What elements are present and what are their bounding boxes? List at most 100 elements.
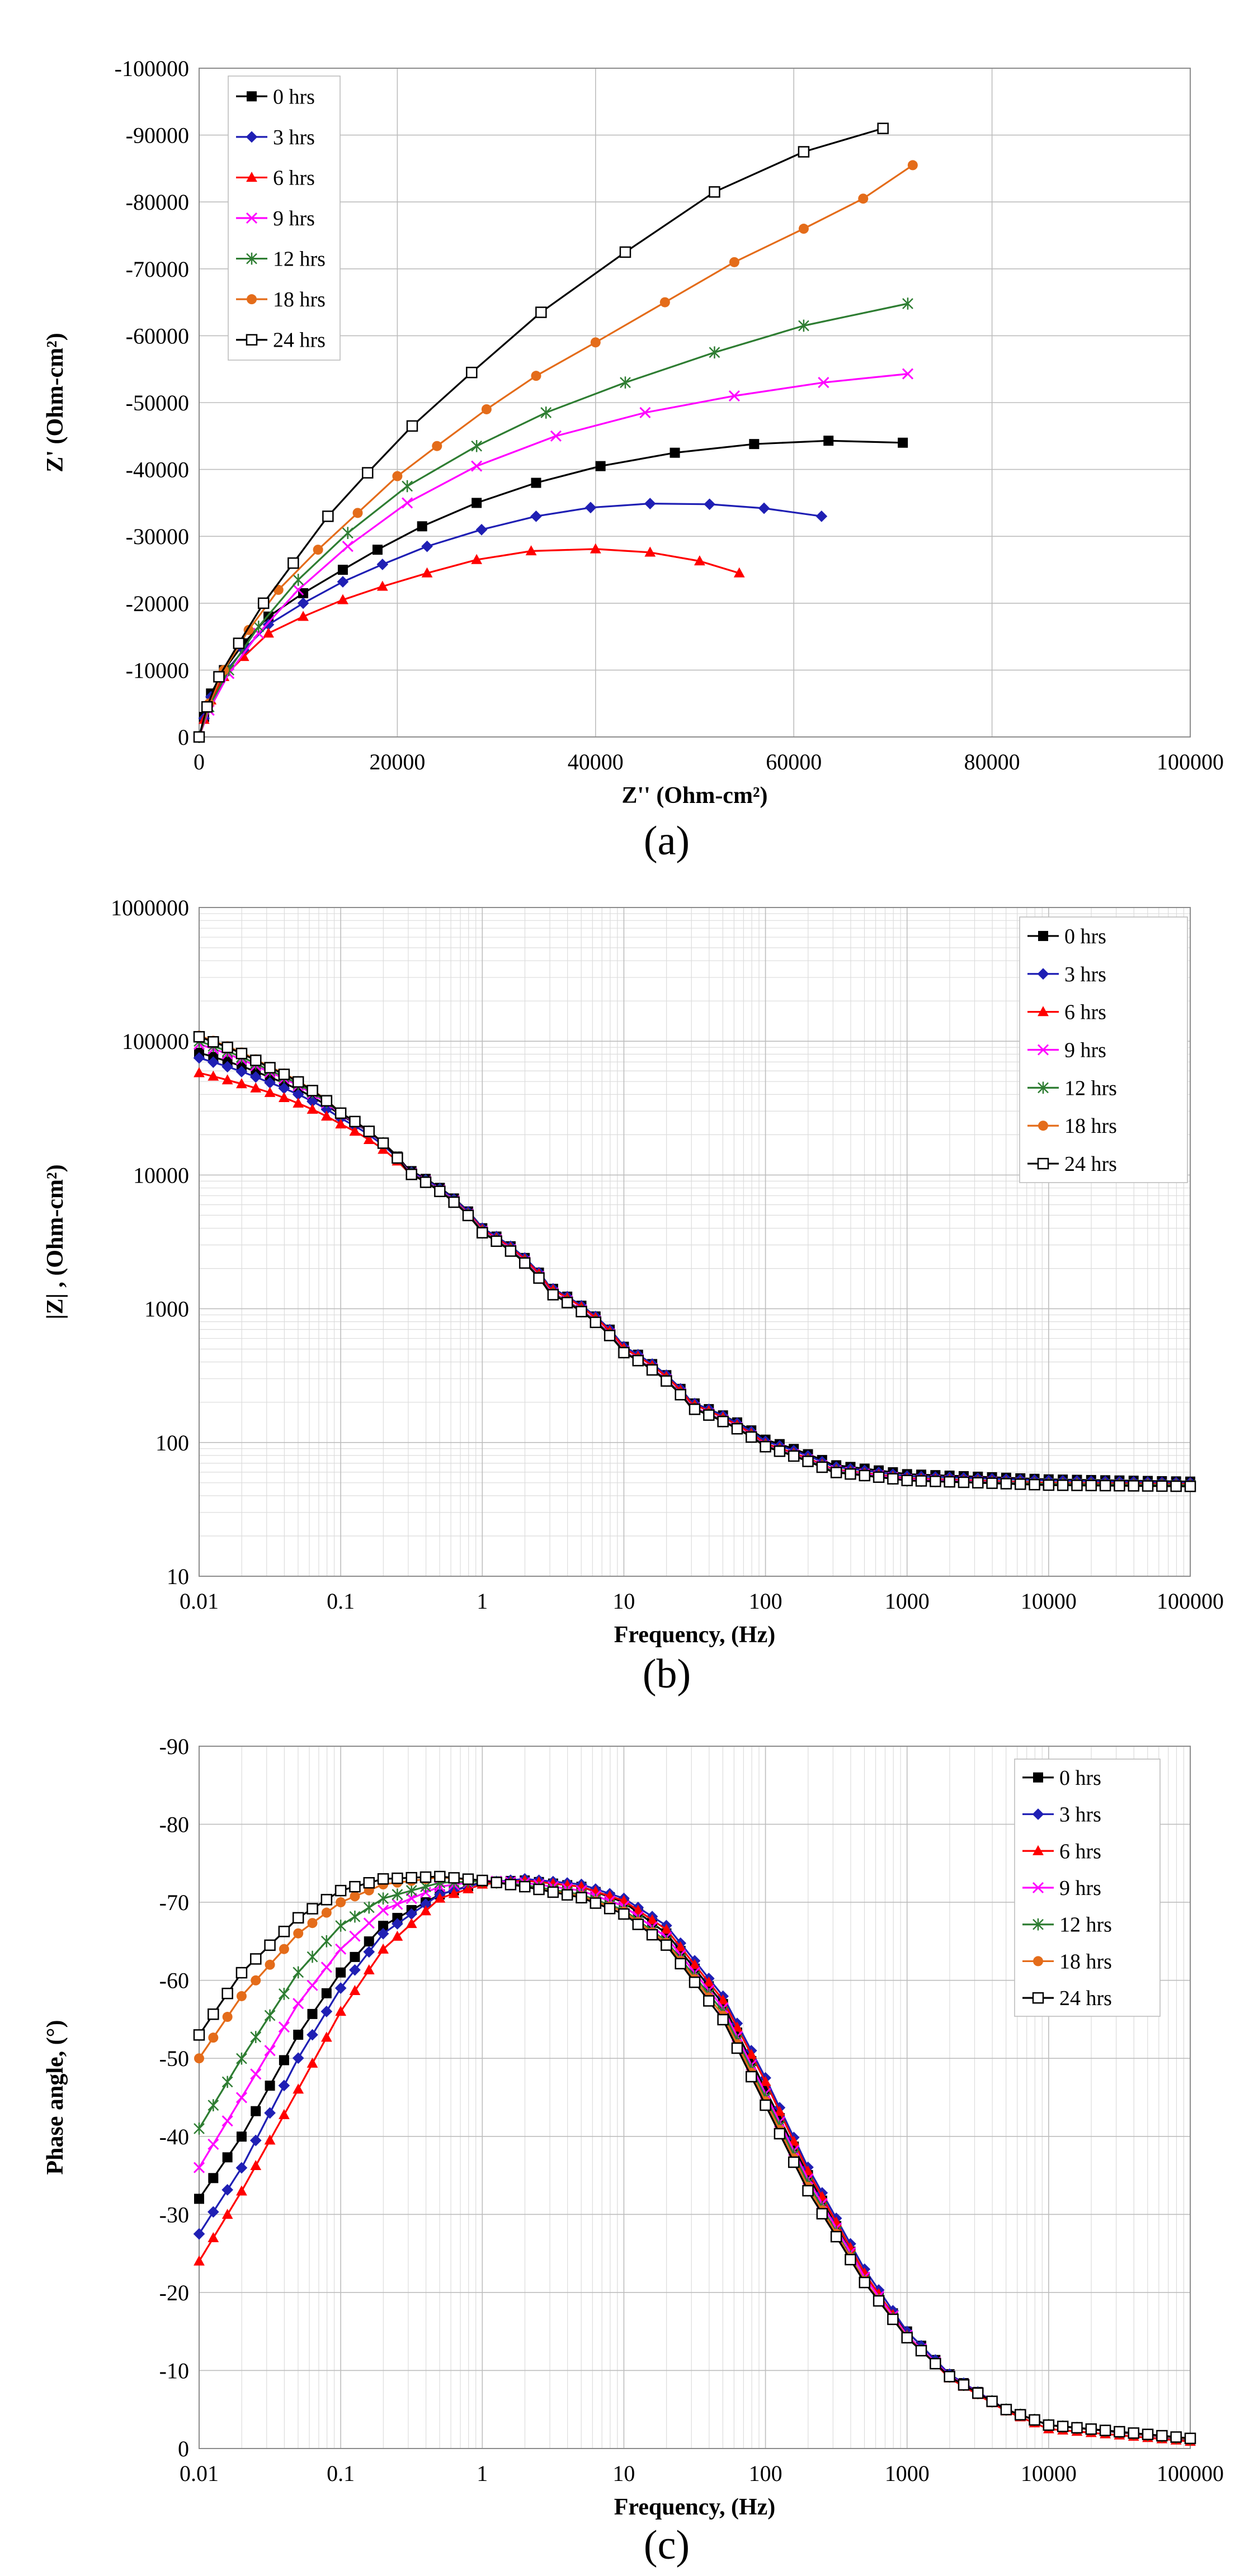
data-point — [830, 1467, 842, 1478]
data-point — [363, 1946, 375, 1958]
legend-marker — [1038, 1006, 1049, 1017]
data-point — [334, 1884, 347, 1897]
legend-item: 6 hrs — [1027, 1001, 1106, 1024]
legend-item: 24 hrs — [1027, 1152, 1117, 1176]
data-point — [342, 541, 353, 552]
data-point — [902, 368, 914, 380]
data-point — [746, 1431, 757, 1443]
data-point — [689, 1976, 701, 1988]
data-point — [675, 1958, 686, 1970]
data-point — [561, 1889, 573, 1901]
data-point — [760, 2076, 771, 2086]
legend-item: 3 hrs — [236, 126, 315, 149]
data-point — [472, 498, 482, 508]
data-point — [818, 377, 829, 389]
data-point — [619, 246, 631, 258]
data-point — [363, 1964, 375, 1974]
data-point — [823, 436, 834, 446]
data-point — [297, 597, 309, 609]
y-tick-label: -80000 — [126, 190, 189, 215]
data-point — [547, 1289, 559, 1301]
data-point — [378, 1892, 389, 1905]
data-point — [1057, 1480, 1069, 1491]
x-tick-label: 0.01 — [180, 1589, 219, 1614]
x-tick-label: 10000 — [1021, 1589, 1077, 1614]
data-point — [902, 297, 913, 310]
data-point — [703, 1976, 715, 1987]
y-tick-label: 0 — [178, 2436, 189, 2461]
data-point — [858, 193, 869, 204]
series-24-hrs — [193, 1870, 1196, 2445]
data-point — [250, 2031, 262, 2043]
data-point — [233, 637, 245, 649]
data-point — [361, 467, 374, 479]
data-point — [675, 1941, 686, 1951]
chart-c: 0.01 0.1 1 10 100 1000 10000 100000 0 -10 -20 -30 -4… — [43, 1734, 1224, 2568]
legend-marker — [1037, 1157, 1049, 1170]
data-point — [221, 1074, 233, 1085]
legend-marker — [1032, 1808, 1044, 1820]
y-axis-title: Z' (Ohm-cm²) — [43, 333, 68, 472]
chart-a: 0 20000 40000 60000 80000 100000 0 -10000 -20000… — [43, 56, 1224, 864]
data-point — [293, 2029, 304, 2040]
data-point — [293, 1966, 304, 1979]
data-point — [298, 588, 309, 598]
x-tick-label: 0 — [194, 749, 205, 774]
legend-marker — [1033, 1918, 1044, 1931]
data-point — [221, 1041, 233, 1053]
data-point — [313, 545, 323, 555]
data-point — [402, 497, 413, 509]
legend-marker — [246, 131, 258, 143]
legend-marker — [246, 334, 258, 346]
y-tick-label: -40000 — [126, 457, 189, 483]
data-point — [307, 1979, 318, 1991]
series-12-hrs — [194, 297, 913, 743]
data-point — [193, 1052, 205, 1064]
y-tick-label: -30 — [159, 2202, 189, 2227]
data-point — [406, 1871, 417, 1884]
data-point — [505, 1245, 517, 1257]
x-tick-label: 1000 — [885, 1589, 930, 1614]
data-point — [278, 1926, 290, 1937]
data-point — [491, 1877, 502, 1888]
data-point — [986, 1477, 998, 1489]
series-line — [198, 502, 822, 738]
data-point — [372, 545, 383, 555]
data-point — [590, 543, 601, 554]
data-point — [250, 1082, 262, 1093]
data-point — [251, 2106, 261, 2116]
tick-labels: 0.01 0.1 1 10 100 1000 10000 100000 10 100 1000 100… — [111, 895, 1224, 1614]
legend-label: 18 hrs — [1064, 1114, 1117, 1138]
data-point — [193, 2228, 205, 2240]
data-point — [236, 1991, 247, 2001]
legend-item: 18 hrs — [1022, 1950, 1112, 1973]
data-point — [321, 1907, 332, 1918]
series-0-hrs — [194, 436, 908, 742]
data-point — [471, 439, 483, 452]
data-point — [250, 1953, 262, 1965]
data-point — [694, 555, 705, 566]
x-tick-label: 1 — [477, 2461, 488, 2486]
data-point — [704, 498, 715, 511]
legend-item: 12 hrs — [236, 248, 326, 271]
data-point — [815, 510, 828, 522]
data-point — [816, 2208, 828, 2220]
data-point — [337, 576, 349, 588]
y-tick-label: -30000 — [126, 524, 189, 549]
data-point — [958, 1476, 970, 1488]
data-point — [349, 1880, 361, 1893]
legend: 0 hrs 3 hrs 6 hrs 9 hrs 12 hrs 18 hrs 24 hrs — [1014, 1759, 1161, 2017]
data-point — [972, 2387, 984, 2399]
data-point — [264, 1086, 276, 1097]
legend-item: 9 hrs — [1022, 1877, 1101, 1900]
data-point — [419, 1871, 432, 1883]
data-point — [661, 1375, 672, 1387]
data-point — [859, 2276, 871, 2289]
x-tick-label: 0.1 — [327, 2461, 355, 2486]
plot-frame — [199, 907, 1191, 1577]
data-point — [208, 1070, 219, 1081]
x-tick-label: 100 — [749, 1589, 782, 1614]
data-point — [251, 1975, 261, 1986]
y-tick-label: 0 — [178, 725, 189, 750]
data-point — [320, 1961, 332, 1973]
